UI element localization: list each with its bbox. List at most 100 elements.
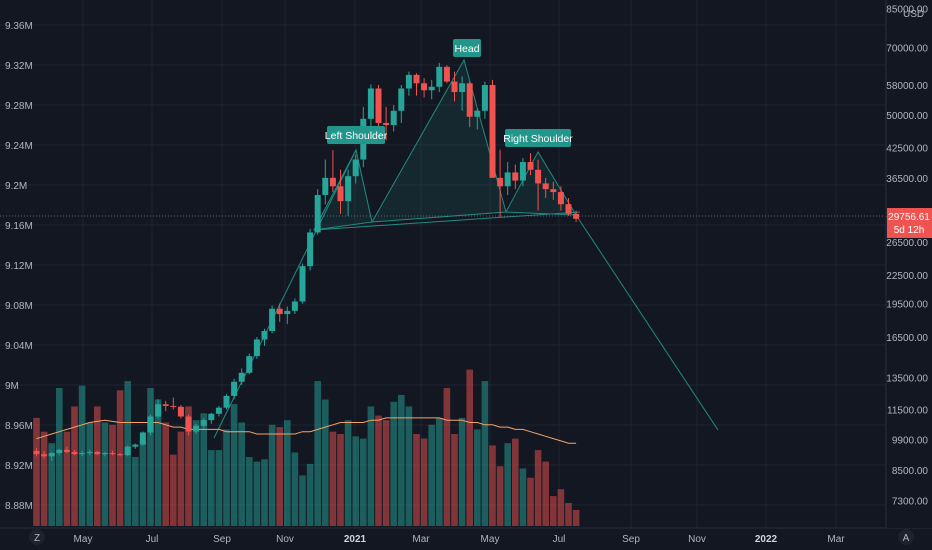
candle xyxy=(421,78,428,98)
volume-bar xyxy=(132,457,139,526)
candle xyxy=(337,169,344,214)
auto-scale-toggle-bg[interactable] xyxy=(898,529,914,545)
log-scale-toggle-bg[interactable] xyxy=(29,529,45,545)
volume-bar xyxy=(253,461,261,526)
candle-body xyxy=(223,395,230,408)
volume-bar xyxy=(466,369,473,526)
auto-scale-toggle-label[interactable]: A xyxy=(903,533,910,544)
candle xyxy=(223,394,230,410)
last-price-badge-bg xyxy=(887,208,932,238)
volume-bar xyxy=(33,417,40,526)
left-axis-tick-label: 8.88M xyxy=(5,501,33,512)
candle-body xyxy=(352,159,359,177)
candle-body xyxy=(109,453,116,455)
candle xyxy=(512,164,519,190)
candle-body xyxy=(33,450,40,455)
volume-bar xyxy=(436,417,443,526)
bar-countdown: 5d 12h xyxy=(894,225,925,236)
candle xyxy=(489,79,496,178)
volume-bar xyxy=(192,420,200,526)
candle xyxy=(451,71,458,102)
volume-bar xyxy=(185,406,192,526)
label-right-shoulder-bg xyxy=(505,129,571,147)
candle xyxy=(314,189,321,235)
volume-bar xyxy=(101,422,109,526)
candle-body xyxy=(132,444,139,447)
candle-body xyxy=(443,66,450,82)
candle-body xyxy=(329,177,336,187)
candle xyxy=(253,337,260,359)
candle xyxy=(94,450,101,456)
candle-body xyxy=(261,331,268,340)
left-axis-tick-label: 9.16M xyxy=(5,221,33,232)
volume-bar xyxy=(375,415,382,526)
candle xyxy=(428,79,435,100)
candle xyxy=(474,108,481,130)
candle-body xyxy=(162,404,169,406)
candle-body xyxy=(527,162,534,170)
candle xyxy=(139,431,146,446)
candle xyxy=(383,106,390,141)
candle xyxy=(231,378,238,400)
right-axis-tick-label: 26500.00 xyxy=(886,238,928,249)
right-price-axis[interactable]: 85000.00 70000.00 58000.00 50000.00 42500.00… xyxy=(886,0,932,528)
volume-bar xyxy=(565,503,572,526)
left-axis-tick-label: 9.12M xyxy=(5,261,33,272)
volume-moving-average xyxy=(36,417,577,444)
candle-body xyxy=(94,451,101,455)
label-left-shoulder: Left Shoulder xyxy=(325,126,388,144)
volume-bar xyxy=(56,388,63,526)
candle-body xyxy=(193,425,200,432)
currency-label: USD xyxy=(903,9,924,20)
candle-body xyxy=(436,66,443,87)
volume-bar xyxy=(276,427,283,526)
candle-body xyxy=(56,449,63,454)
volume-bar xyxy=(481,381,489,526)
volume-bar xyxy=(572,509,580,526)
right-axis-tick-label: 13500.00 xyxy=(886,373,928,384)
auto-scale-toggle[interactable]: A xyxy=(898,529,914,545)
candle-body xyxy=(550,189,557,193)
rally-trendline xyxy=(213,149,357,439)
candle-body xyxy=(63,449,70,452)
candle-body xyxy=(185,416,192,432)
right-axis-tick-label: 22500.00 xyxy=(886,271,928,282)
left-axis-tick-label: 9.08M xyxy=(5,301,33,312)
candle-body xyxy=(398,88,405,111)
candle xyxy=(117,453,124,457)
candle xyxy=(443,65,450,84)
candle xyxy=(550,181,557,200)
left-axis-tick-label: 9.28M xyxy=(5,101,33,112)
candle-body xyxy=(314,195,321,233)
right-axis-tick-label: 19500.00 xyxy=(886,300,928,311)
candle xyxy=(322,159,329,205)
label-left-shoulder-bg xyxy=(327,126,385,144)
candle-body xyxy=(413,74,420,84)
candle xyxy=(284,306,291,325)
candle-body xyxy=(284,310,291,315)
volume-bar xyxy=(306,463,314,526)
log-scale-toggle[interactable]: Z xyxy=(29,529,45,545)
candle xyxy=(405,71,412,96)
right-axis-tick-label: 85000.00 xyxy=(886,4,928,15)
candle-body xyxy=(231,381,238,396)
candle xyxy=(299,263,306,304)
volume-bar xyxy=(86,422,93,526)
candle-body xyxy=(177,406,184,417)
candle-body xyxy=(390,110,397,126)
candle xyxy=(177,405,184,419)
candle-body xyxy=(405,74,412,89)
candle xyxy=(48,451,55,461)
volume-bar xyxy=(162,422,169,526)
time-axis[interactable]: May Jul Sep Nov 2021 Mar May Jul Sep Nov 2022 Mar xyxy=(74,534,846,545)
volume-bar xyxy=(360,438,367,526)
candle-body xyxy=(124,446,131,456)
candle-body xyxy=(200,420,207,426)
volume-bar xyxy=(428,424,435,526)
candle-body xyxy=(459,83,466,93)
candle-body xyxy=(345,176,352,202)
log-scale-toggle-label[interactable]: Z xyxy=(34,533,40,544)
candle xyxy=(390,104,397,132)
volume-bar xyxy=(40,431,48,526)
